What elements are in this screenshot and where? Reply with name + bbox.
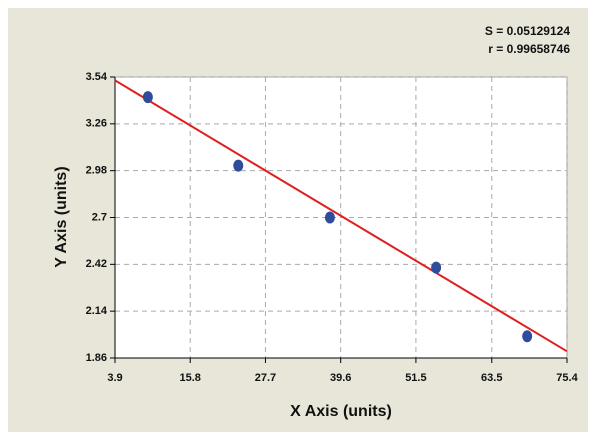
annotation: S = 0.05129124 [485,24,570,38]
y-tick-label: 3.26 [86,118,107,130]
point [431,261,442,274]
fit-line [114,79,568,353]
annotation: r = 0.99658746 [488,42,570,56]
point [522,330,533,343]
x-tick-label: 39.6 [330,372,351,384]
x-tick-label: 63.5 [481,372,502,384]
x-tick-label: 3.9 [107,372,122,384]
x-tick-label: 75.4 [556,372,578,384]
y-tick-label: 2.98 [86,165,107,177]
x-tick-label: 27.7 [255,372,276,384]
y-tick-label: 2.14 [86,305,108,317]
x-tick-label: 15.8 [180,372,201,384]
y-tick-label: 3.54 [86,71,108,83]
y-tick-label: 1.86 [86,352,107,364]
y-tick-label: 2.7 [92,211,107,223]
y-tick-label: 2.42 [86,258,107,270]
x-axis-title: X Axis (units) [290,403,392,420]
y-axis-title: Y Axis (units) [53,166,70,267]
x-tick-label: 51.5 [405,372,426,384]
point [142,91,153,104]
point [324,211,335,224]
point [233,159,244,172]
